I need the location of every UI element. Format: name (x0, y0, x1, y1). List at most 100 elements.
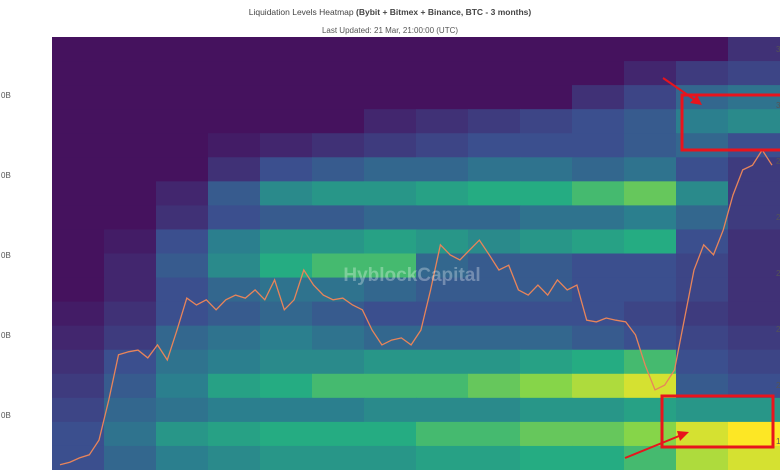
arrow-head (677, 431, 689, 441)
heat-cell (676, 61, 729, 86)
heat-cell (520, 229, 573, 255)
heat-cell (520, 37, 573, 62)
left-axis-label: 0B (1, 411, 11, 420)
heat-cell (416, 229, 469, 255)
right-axis-label: 3 (776, 101, 780, 110)
heat-cell (728, 253, 780, 279)
heat-cell (52, 397, 105, 423)
heat-cell (468, 445, 521, 470)
heat-cell (728, 181, 780, 206)
heat-cell (260, 109, 313, 134)
heat-cell (416, 277, 469, 303)
heat-cell (156, 277, 209, 303)
heat-cell (416, 85, 469, 110)
heat-cell (416, 253, 469, 279)
heat-cell (52, 181, 105, 206)
heat-cell (364, 421, 417, 447)
heat-cell (572, 373, 625, 399)
heat-cell (520, 85, 573, 110)
heat-cell (52, 301, 105, 327)
heat-cell (468, 85, 521, 110)
highlight-box (680, 93, 780, 152)
heat-cell (468, 181, 521, 206)
heat-cell (312, 373, 365, 399)
heat-cell (312, 421, 365, 447)
heat-cell (624, 349, 677, 375)
right-axis-label: 3 (776, 45, 780, 54)
annotations (624, 77, 780, 459)
heat-cell (260, 397, 313, 423)
heatmap (52, 37, 780, 470)
heat-cell (572, 445, 625, 470)
heat-cell (364, 181, 417, 206)
price-line (59, 148, 773, 466)
heat-cell (208, 301, 261, 327)
heat-cell (208, 349, 261, 375)
heat-cell (364, 373, 417, 399)
heat-cell (624, 37, 677, 62)
heat-cell (520, 253, 573, 279)
heat-cell (624, 445, 677, 470)
heat-cell (260, 301, 313, 327)
heat-cell (624, 325, 677, 351)
watermark: HyblockCapital (343, 265, 480, 286)
heat-cell (364, 349, 417, 375)
heat-cell (208, 325, 261, 351)
heat-cell (624, 157, 677, 182)
heat-cell (156, 397, 209, 423)
highlight-box (660, 394, 775, 449)
heat-cell (52, 109, 105, 134)
heat-cell (520, 301, 573, 327)
heat-cell (364, 109, 417, 134)
heat-cell (416, 445, 469, 470)
heat-cell (624, 109, 677, 134)
heat-cell (572, 349, 625, 375)
heat-cell (260, 205, 313, 231)
heat-cell (520, 205, 573, 231)
heat-cell (676, 109, 729, 134)
heat-cell (364, 85, 417, 110)
heat-cell (104, 373, 157, 399)
heat-cell (260, 157, 313, 182)
heat-cell (52, 253, 105, 279)
heat-cell (312, 157, 365, 182)
heat-cell (52, 229, 105, 255)
heat-cell (572, 325, 625, 351)
heat-cell (572, 61, 625, 86)
heat-cell (676, 325, 729, 351)
heat-cell (624, 229, 677, 255)
heat-cell (52, 37, 105, 62)
heat-cell (572, 421, 625, 447)
heat-cell (208, 37, 261, 62)
heat-cell (520, 373, 573, 399)
heat-cell (676, 205, 729, 231)
heat-cell (572, 229, 625, 255)
heat-cell (728, 445, 780, 470)
heat-cell (364, 229, 417, 255)
heat-cell (208, 157, 261, 182)
heat-cell (104, 229, 157, 255)
chart-title-sources: (Bybit + Bitmex + Binance, BTC - 3 month… (356, 7, 531, 17)
heat-cell (364, 133, 417, 158)
heat-cell (208, 61, 261, 86)
heat-cell (156, 157, 209, 182)
heat-cell (572, 157, 625, 182)
heat-cell (52, 205, 105, 231)
heat-cell (104, 181, 157, 206)
heat-cell (156, 349, 209, 375)
heat-cell (520, 109, 573, 134)
heat-cell (416, 301, 469, 327)
heat-cell (104, 301, 157, 327)
heat-cell (728, 157, 780, 182)
left-axis-label: 0B (1, 171, 11, 180)
heat-cell (260, 85, 313, 110)
heat-cell (676, 181, 729, 206)
heat-cell (52, 157, 105, 182)
heat-cell (364, 157, 417, 182)
heat-cell (520, 349, 573, 375)
heat-cell (208, 109, 261, 134)
heat-cell (728, 397, 780, 423)
heat-cell (312, 133, 365, 158)
heat-cell (520, 325, 573, 351)
